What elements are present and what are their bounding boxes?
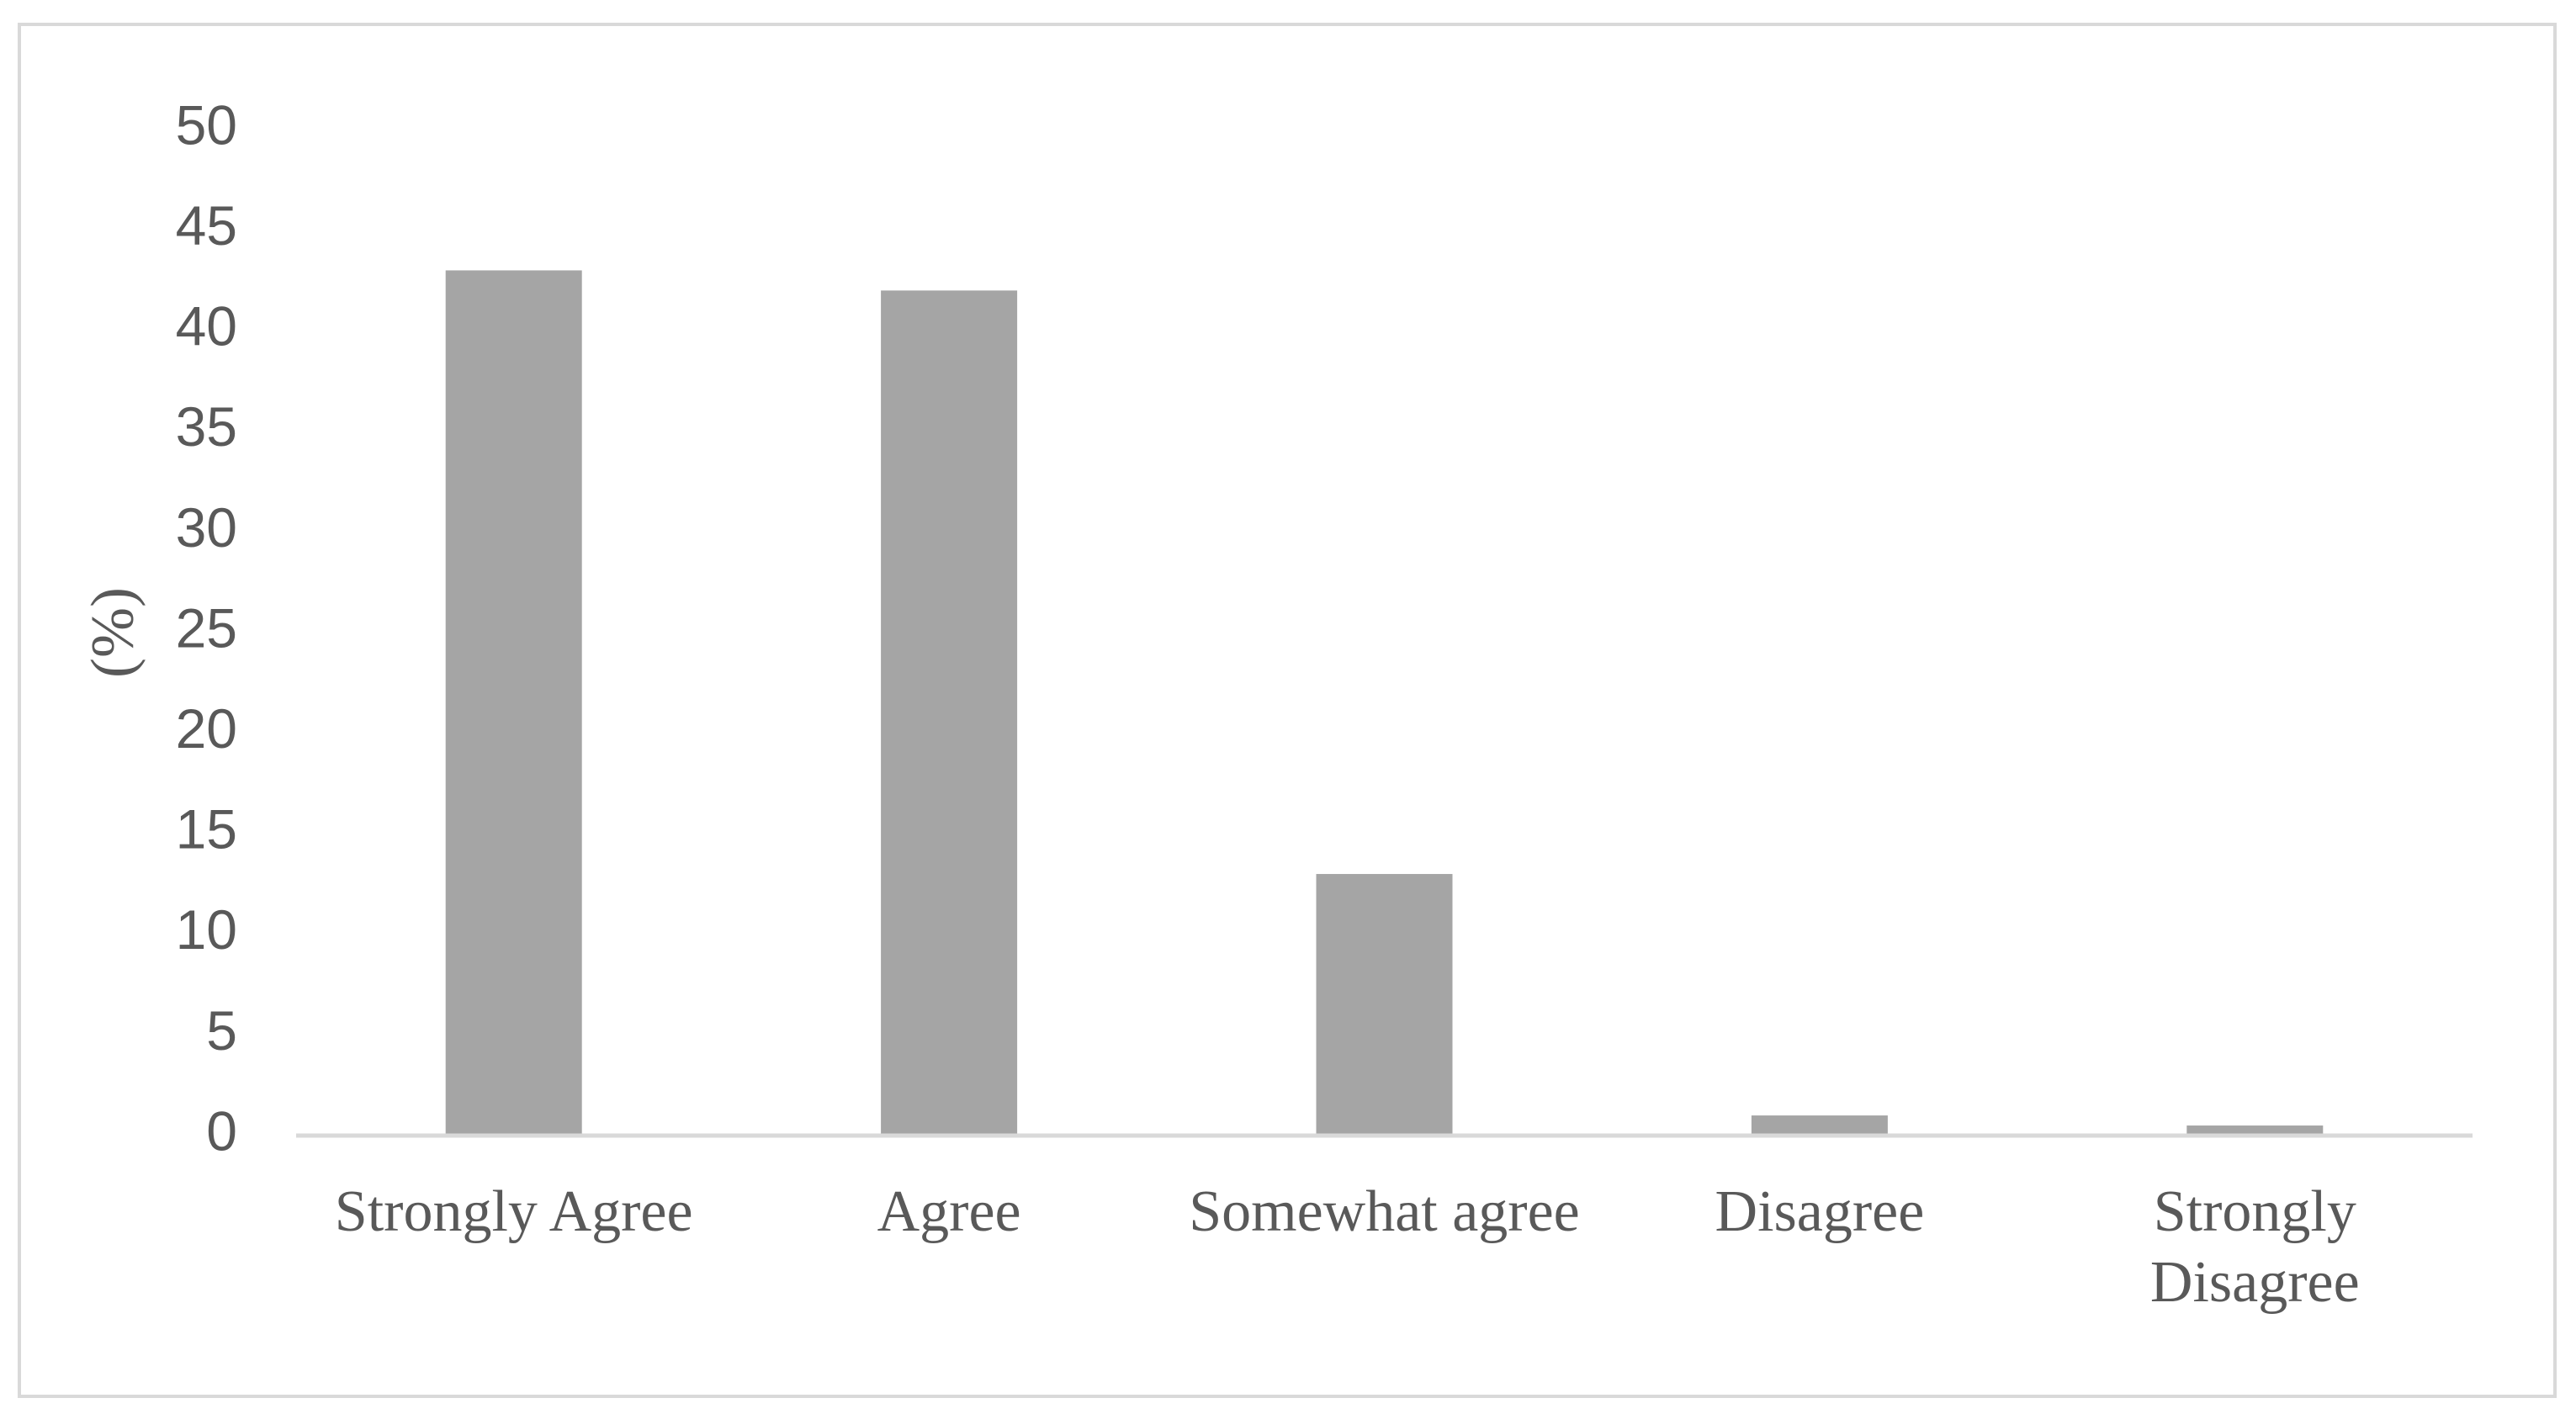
y-tick-label: 30 [176, 496, 237, 559]
y-tick-label: 50 [176, 93, 237, 156]
y-tick-label: 10 [176, 898, 237, 961]
x-tick-label: Strongly Agree [335, 1179, 693, 1244]
bar [2186, 1125, 2324, 1136]
y-tick-label: 40 [176, 295, 237, 357]
bar [1316, 874, 1453, 1136]
bar [1751, 1115, 1888, 1136]
chart-border [18, 23, 2557, 1398]
x-tick-label: Strongly Disagree [2150, 1179, 2360, 1315]
x-tick-label: Somewhat agree [1189, 1179, 1580, 1244]
bar [445, 270, 582, 1136]
bar [881, 290, 1018, 1136]
y-tick-label: 25 [176, 596, 237, 659]
x-tick-label: Agree [877, 1179, 1021, 1244]
y-tick-label: 20 [176, 697, 237, 760]
y-tick-label: 15 [176, 798, 237, 861]
y-tick-label: 0 [206, 1099, 237, 1162]
y-tick-label: 35 [176, 395, 237, 458]
x-tick-label: Disagree [1715, 1179, 1925, 1244]
y-axis-label: (%) [79, 587, 146, 678]
y-tick-label: 45 [176, 194, 237, 257]
y-tick-label: 5 [206, 999, 237, 1062]
